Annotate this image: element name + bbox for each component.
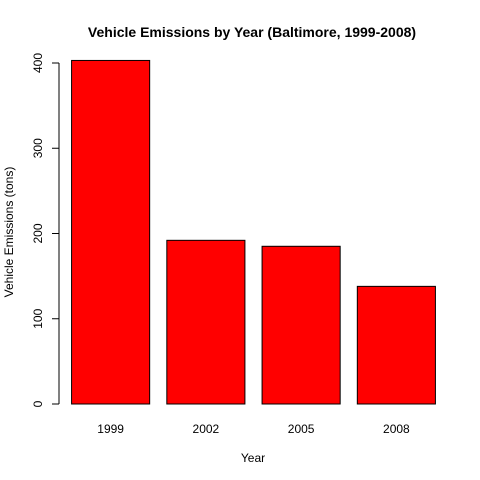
y-tick-label: 400 <box>31 53 45 73</box>
y-tick-label: 200 <box>31 223 45 243</box>
bars <box>71 59 436 405</box>
x-tick-labels: 1999 2002 2005 2008 <box>97 422 410 436</box>
x-axis-label: Year <box>241 451 265 465</box>
bar-1999 <box>71 59 151 405</box>
x-tick-label: 2008 <box>383 422 410 436</box>
bar-2005 <box>261 245 341 405</box>
y-tick-label: 100 <box>31 308 45 328</box>
x-tick-label: 1999 <box>97 422 124 436</box>
y-tick-label: 0 <box>31 400 45 407</box>
x-tick-label: 2002 <box>193 422 220 436</box>
bar-2008 <box>356 285 436 405</box>
x-tick-label: 2005 <box>288 422 315 436</box>
y-tick-label: 300 <box>31 138 45 158</box>
chart-title: Vehicle Emissions by Year (Baltimore, 19… <box>88 24 416 40</box>
bar-2002 <box>166 239 246 405</box>
y-axis-label: Vehicle Emissions (tons) <box>2 167 16 298</box>
y-axis: 0 100 200 300 400 <box>31 53 60 407</box>
